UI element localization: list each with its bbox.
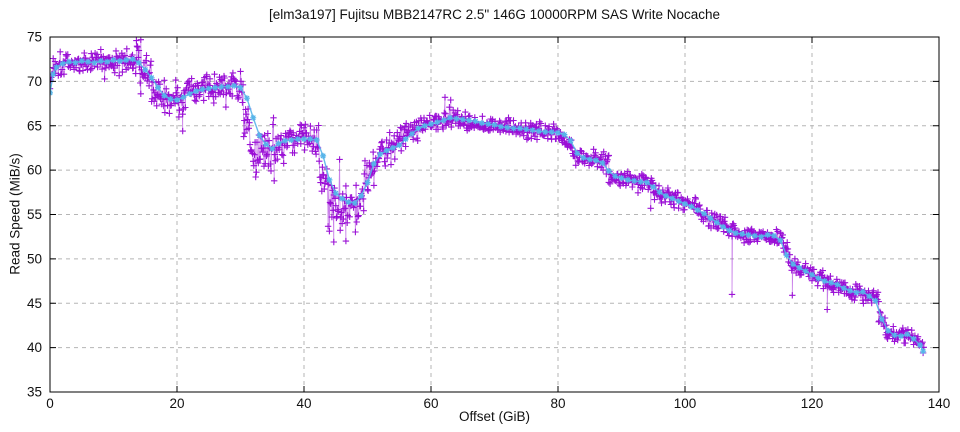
x-tick-label: 100 <box>674 396 697 411</box>
x-tick-label: 80 <box>550 396 565 411</box>
raw-series-line <box>50 39 925 353</box>
y-tick-label: 65 <box>27 118 42 133</box>
y-tick-label: 75 <box>27 30 42 45</box>
y-tick-label: 55 <box>27 207 42 222</box>
y-tick-label: 50 <box>27 251 42 266</box>
grid-lines <box>50 37 939 392</box>
plot-border <box>49 36 940 393</box>
raw-series-plus-markers <box>50 37 927 357</box>
tick-labels: 0 20 40 60 80 100 120 140 35 40 45 50 55 60 65 70 75 <box>27 30 950 412</box>
x-axis-title: Offset (GiB) <box>458 409 530 424</box>
x-tick-label: 40 <box>296 396 311 411</box>
x-tick-label: 20 <box>169 396 184 411</box>
y-tick-label: 40 <box>27 340 42 355</box>
y-tick-label: 35 <box>27 385 42 400</box>
y-axis-title: Read Speed (MiB/s) <box>7 153 23 275</box>
y-tick-label: 70 <box>27 74 42 89</box>
x-tick-label: 0 <box>46 396 54 411</box>
raw-series <box>50 37 927 357</box>
smoothed-series <box>50 56 927 355</box>
x-tick-label: 140 <box>928 396 951 411</box>
x-tick-label: 60 <box>423 396 438 411</box>
x-tick-label: 120 <box>801 396 824 411</box>
chart-title: [elm3a197] Fujitsu MBB2147RC 2.5" 146G 1… <box>268 7 721 22</box>
y-tick-label: 45 <box>27 296 42 311</box>
y-tick-label: 60 <box>27 163 42 178</box>
smoothed-series-star-markers <box>50 56 927 355</box>
